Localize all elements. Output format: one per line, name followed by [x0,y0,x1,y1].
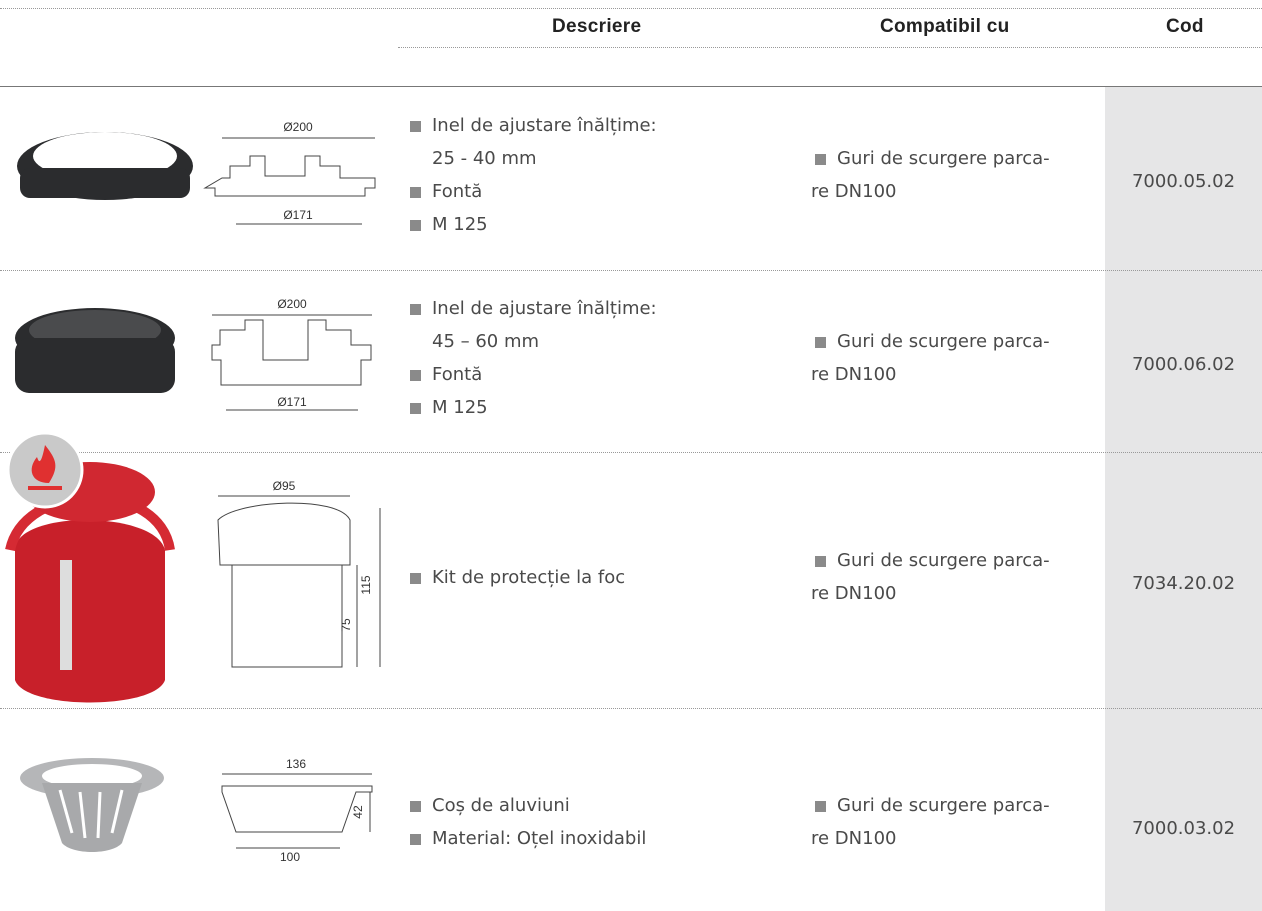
description-text: 45 – 60 mm [432,331,540,352]
drawing-label: Ø200 [283,120,313,134]
bullet [410,220,421,231]
compatible-text: re DN100 [811,583,897,604]
bullet [410,833,421,845]
description-text: 25 - 40 mm [432,148,537,169]
drawing-label: Ø95 [273,479,296,493]
compatible-text: Guri de scurgere parca- [837,794,1050,816]
compatible-text: re DN100 [811,364,897,385]
product-code: 7000.03.02 [1131,817,1236,839]
description-text: M 125 [432,214,488,235]
bullet [815,337,826,348]
bullet [410,800,421,812]
description-text: Coș de aluviuni [432,794,570,816]
bullet [410,304,421,315]
compatible-text: Guri de scurgere parca- [837,148,1050,169]
code-column-bg [1105,86,1262,911]
drawing-label: 136 [286,757,306,771]
bullet [410,187,421,198]
row-images: 136 42 100 [20,757,373,864]
bullet [815,556,826,567]
product-code: 7000.05.02 [1131,171,1236,192]
header-code: Cod [1166,16,1204,37]
row-rule [0,708,1262,709]
row-rule [0,452,1262,453]
drawing-label: Ø171 [283,208,313,222]
description-text: Inel de ajustare înălțime: [432,298,657,319]
product-code: 7034.20.02 [1131,573,1236,594]
description-text: Material: Oțel inoxidabil [432,827,647,849]
description-text: M 125 [432,397,488,418]
row-images: Ø200 Ø171 [17,120,376,225]
drawing-label: 42 [351,805,365,819]
header-compatible: Compatibil cu [880,16,1010,37]
drawing-label: 100 [280,850,300,864]
bullet [410,403,421,414]
bullet [410,572,421,584]
compatible-text: re DN100 [811,181,897,202]
drawing-label: Ø171 [277,395,307,409]
top-rule [0,8,1262,9]
drawing-label: 115 [359,575,373,594]
description-text: Fontă [432,364,483,385]
row-rule [0,270,1262,271]
description-text: Fontă [432,181,483,202]
header-description: Descriere [552,16,642,37]
header-solid-rule [0,86,1262,87]
description-text: Inel de ajustare înălțime: [432,115,657,136]
description-text: Kit de protecție la foc [432,566,626,588]
compatible-text: re DN100 [811,827,897,849]
bullet [410,370,421,381]
row-images: Ø95 115 75 [5,431,381,703]
drawing-label: 75 [339,618,353,632]
bullet [815,800,826,812]
compatible-text: Guri de scurgere parca- [837,331,1050,352]
compatible-text: Guri de scurgere parca- [837,550,1050,571]
product-code: 7000.06.02 [1131,354,1236,375]
bullet [410,121,421,132]
row-images: Ø200 Ø171 [15,297,372,411]
drawing-label: Ø200 [277,297,307,311]
bullet [815,154,826,165]
header-rule [398,47,1262,48]
